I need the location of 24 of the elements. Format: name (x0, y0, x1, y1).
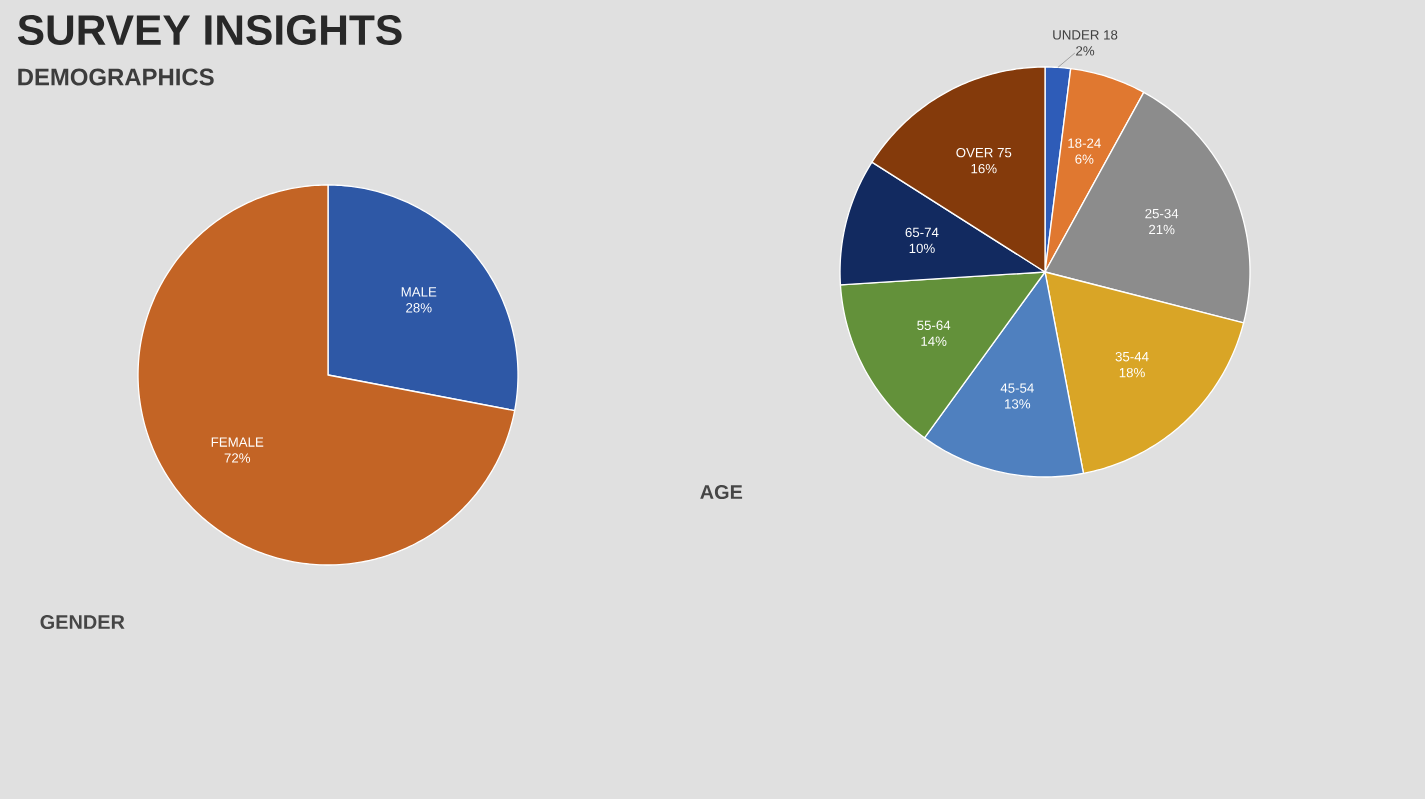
data-label: 14% (921, 336, 947, 346)
slice-label: 35-44 (1115, 351, 1149, 362)
slice-label: 55-64 (917, 320, 951, 330)
slice-label: 65-74 (905, 227, 939, 238)
data-label: 21% (1149, 224, 1175, 235)
data-label: 28% (406, 303, 432, 313)
data-label: 2% (1076, 46, 1095, 56)
text: AGE (700, 484, 743, 500)
slice-label: 18-24 (1068, 138, 1101, 148)
text: DEMOGRAPHICS (18, 68, 214, 86)
data-label: 18% (1119, 367, 1145, 378)
slice-label: MALE (401, 287, 437, 297)
slice-label: UNDER 18 (1053, 30, 1118, 40)
data-label: 6% (1075, 154, 1094, 164)
text: GENDER (40, 614, 125, 630)
slice-label: 25-34 (1145, 208, 1179, 219)
data-label: 16% (971, 163, 997, 174)
slice-label: FEMALE (211, 437, 264, 447)
slice-label: OVER 75 (956, 147, 1012, 158)
text: SURVEY INSIGHTS (17, 14, 402, 46)
data-label: 10% (909, 243, 935, 254)
data-label: 72% (224, 453, 251, 463)
data-label: 13% (1005, 399, 1031, 409)
slice-label: 45-54 (1000, 383, 1034, 393)
